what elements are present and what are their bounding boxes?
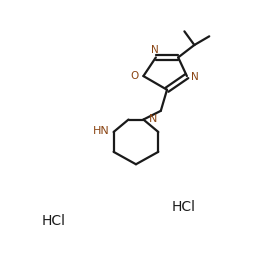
Text: N: N	[149, 114, 157, 124]
Text: HN: HN	[93, 126, 110, 136]
Text: N: N	[191, 72, 199, 82]
Text: HCl: HCl	[42, 214, 66, 228]
Text: HCl: HCl	[171, 199, 195, 214]
Text: O: O	[130, 71, 139, 81]
Text: N: N	[151, 45, 159, 55]
